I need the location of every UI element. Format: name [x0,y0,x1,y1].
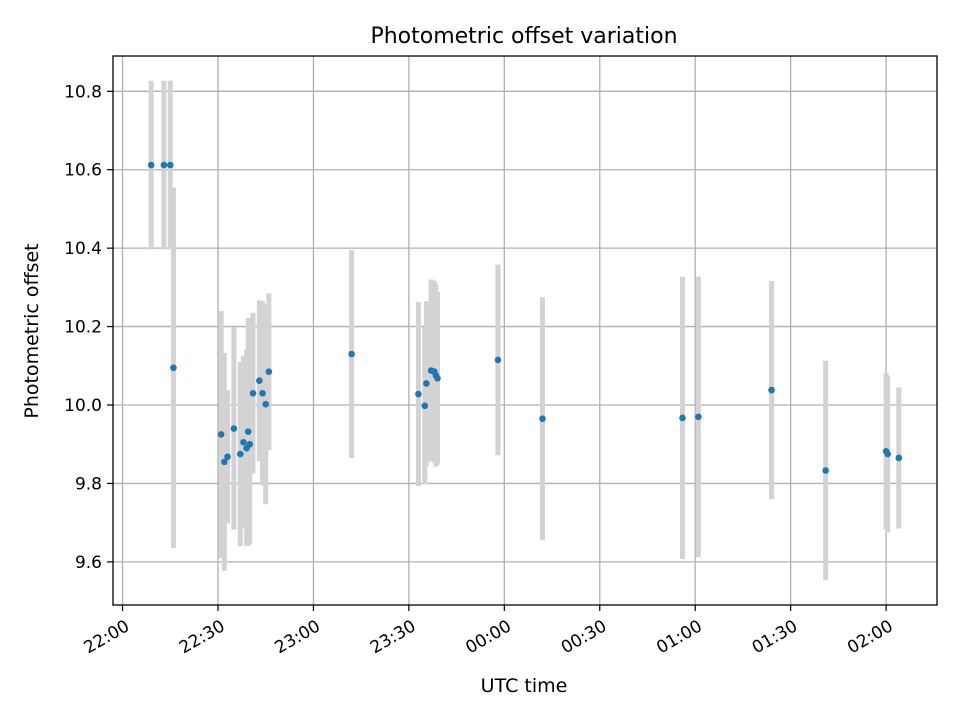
y-tick-label: 10.8 [64,82,102,102]
data-point [262,400,270,408]
data-point [236,450,244,458]
data-point [147,161,155,169]
data-point [895,454,903,462]
y-tick-label: 9.8 [75,474,102,494]
data-points [147,161,903,474]
data-point [434,375,441,382]
data-point [217,431,225,438]
y-axis-label: Photometric offset [21,243,43,418]
y-tick-label: 10.6 [64,161,102,181]
data-point [348,350,355,358]
data-point [822,467,829,474]
plot-frame [112,55,938,606]
data-point [170,364,177,372]
data-point [423,380,430,387]
y-tick-label: 10.2 [64,318,102,338]
chart-title: Photometric offset variation [370,24,677,49]
data-point [246,440,254,448]
data-point [679,414,686,422]
x-axis-label: UTC time [481,675,568,697]
data-point [160,161,168,169]
data-point [224,453,231,461]
data-point [240,438,247,446]
data-point [768,386,775,394]
data-point [249,389,257,397]
data-point [415,390,422,398]
data-point [265,368,273,375]
data-point [259,389,266,397]
data-point [221,458,228,466]
data-point [494,356,502,364]
y-tick-label: 10.4 [64,239,102,259]
data-point [256,377,263,384]
y-tick-label: 9.6 [75,553,102,573]
data-point [695,413,702,421]
y-tick-label: 10.0 [64,396,102,416]
data-point [244,428,252,435]
y-axis: 9.6 9.8 10.0 10.2 10.4 10.6 10.8 [64,82,113,573]
data-point [166,161,174,169]
data-point [539,415,546,423]
data-point [230,425,238,432]
data-point [421,402,429,410]
data-point [884,450,891,458]
